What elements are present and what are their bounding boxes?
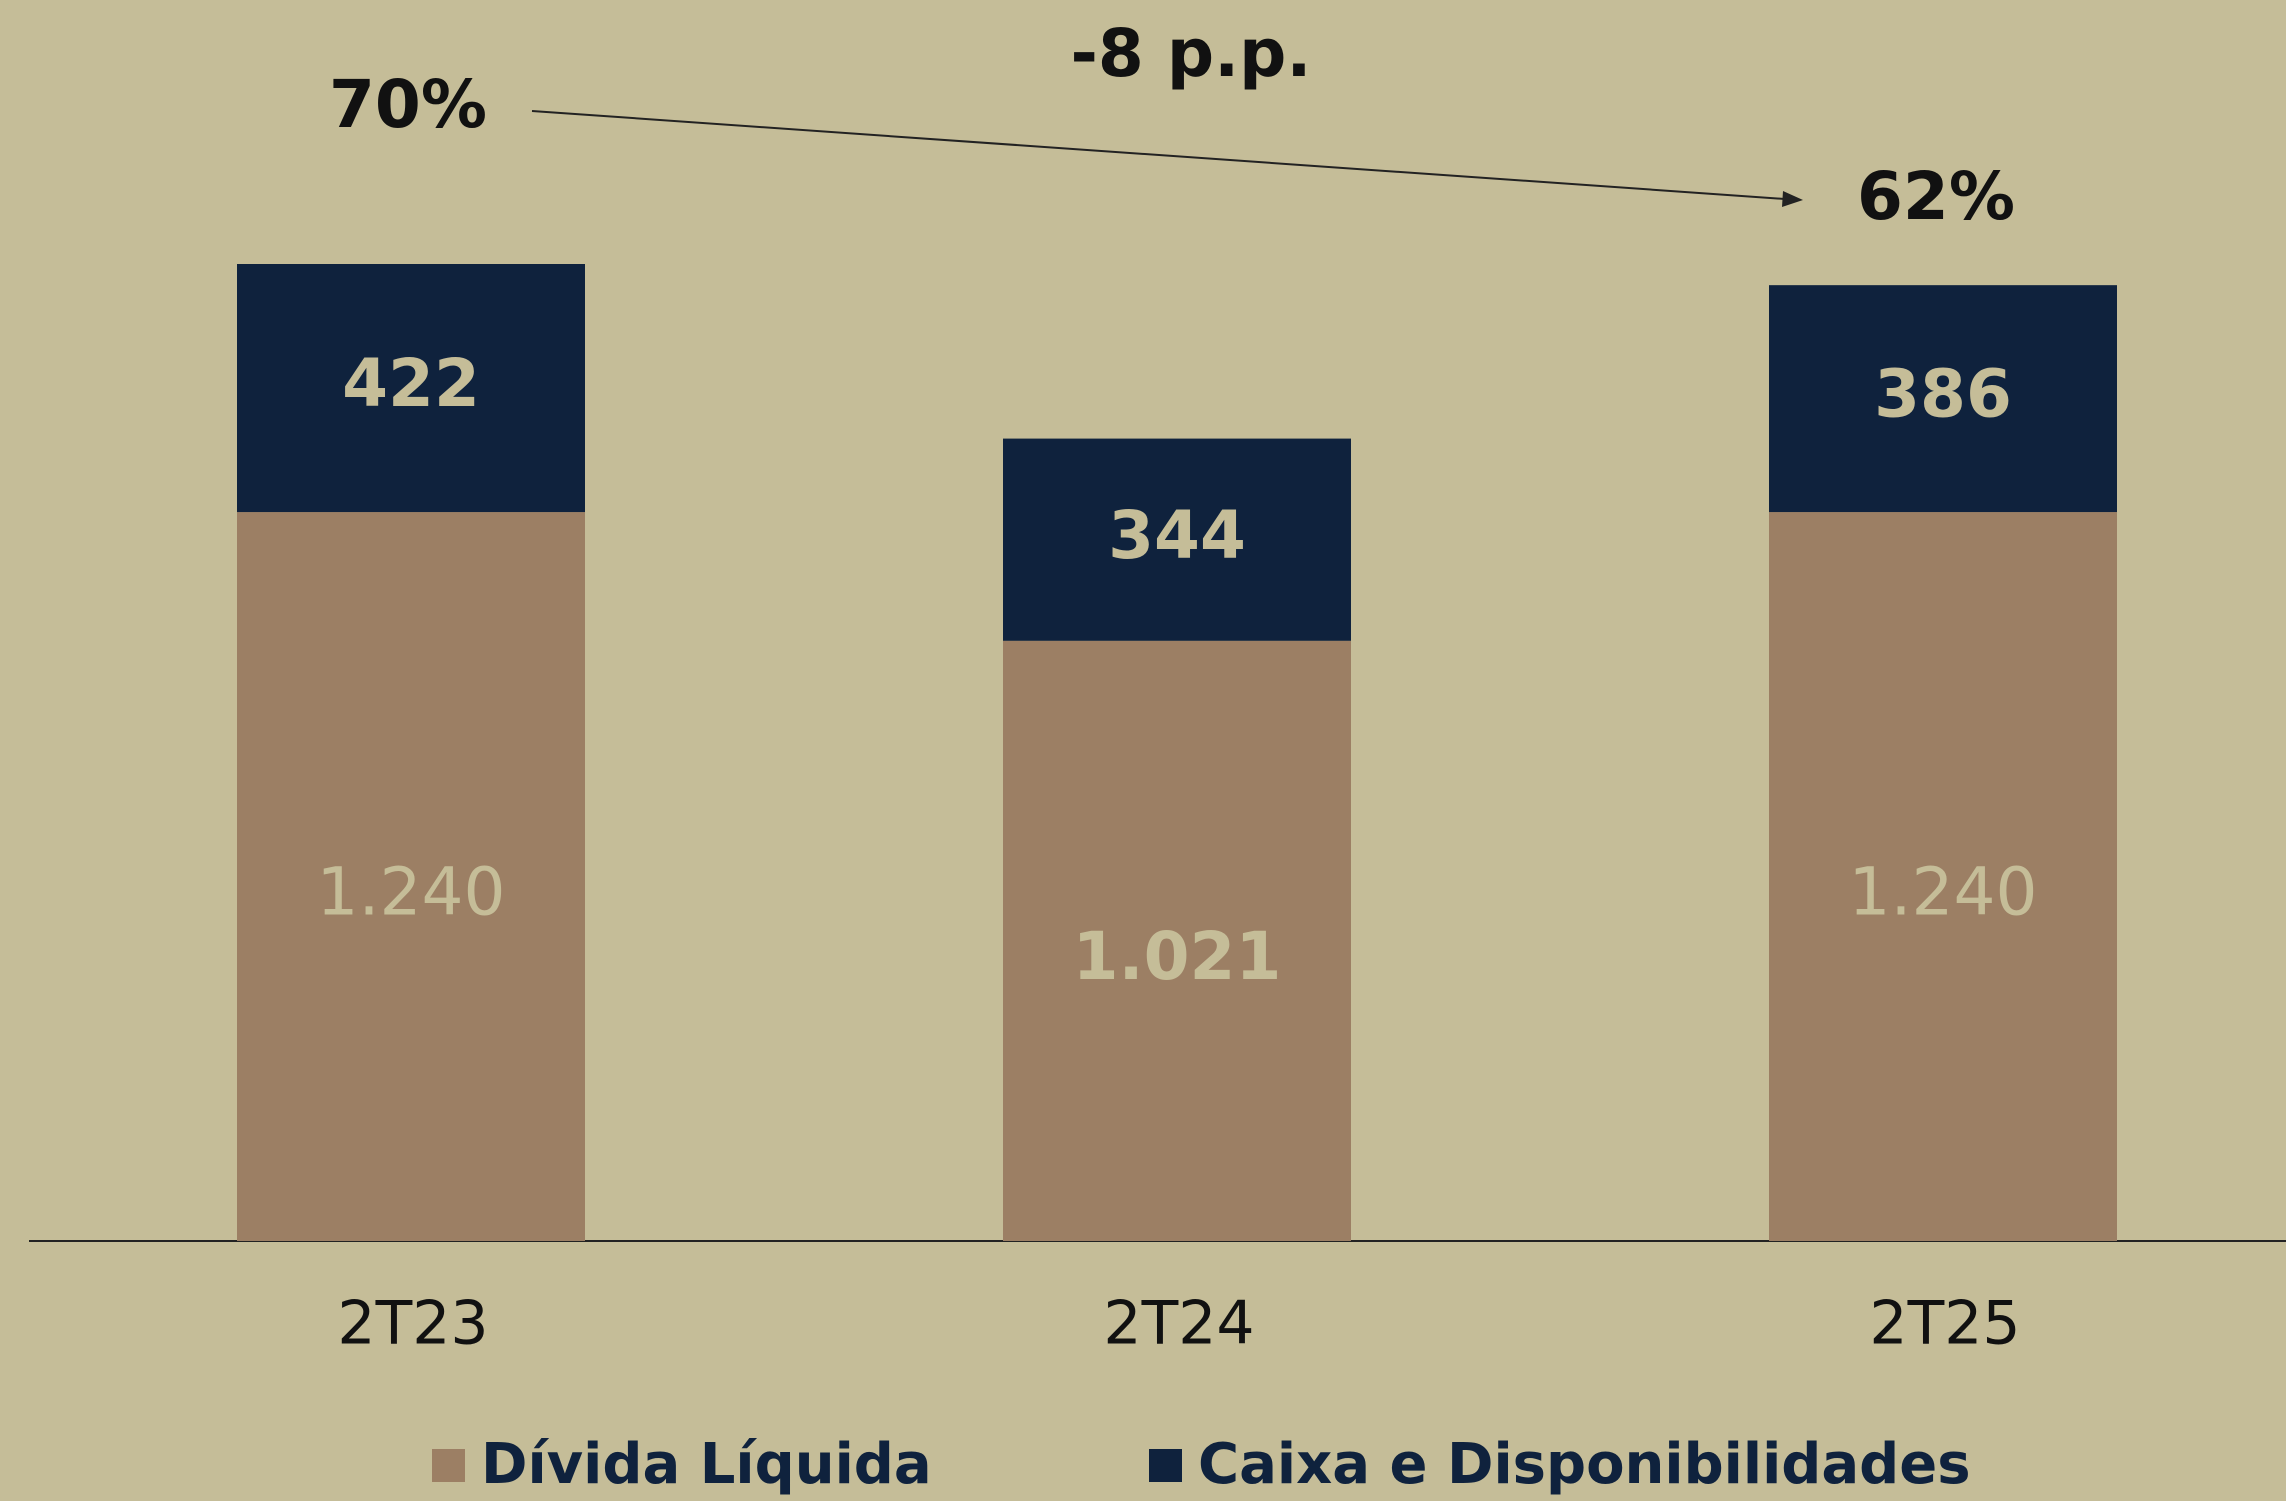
data-label: 344 [1108,497,1246,574]
bar-segment [237,264,585,513]
data-label: 422 [342,345,480,422]
data-label: 1.240 [1849,854,2038,931]
legend-label: Dívida Líquida [481,1432,932,1497]
annotation: 62% [1857,158,2015,235]
legend-label: Caixa e Disponibilidades [1198,1432,1971,1497]
bar-segment [237,512,585,1241]
bar-segment [1769,285,2117,513]
x-tick-label: 2T23 [337,1289,488,1359]
bar-segment [1003,640,1351,1241]
arrow-head [1782,191,1803,207]
legend-swatch [432,1449,465,1482]
trend-arrow [531,110,1786,200]
annotation: -8 p.p. [1071,15,1312,92]
bar-segment [1003,438,1351,641]
data-label: 1.240 [317,854,506,931]
data-label: 386 [1874,356,2012,433]
x-tick-label: 2T25 [1869,1289,2020,1359]
annotation: 70% [329,66,487,143]
x-tick-label: 2T24 [1103,1289,1254,1359]
legend-swatch [1149,1449,1182,1482]
data-label: 1.021 [1073,918,1282,995]
bar-segment [1769,512,2117,1241]
